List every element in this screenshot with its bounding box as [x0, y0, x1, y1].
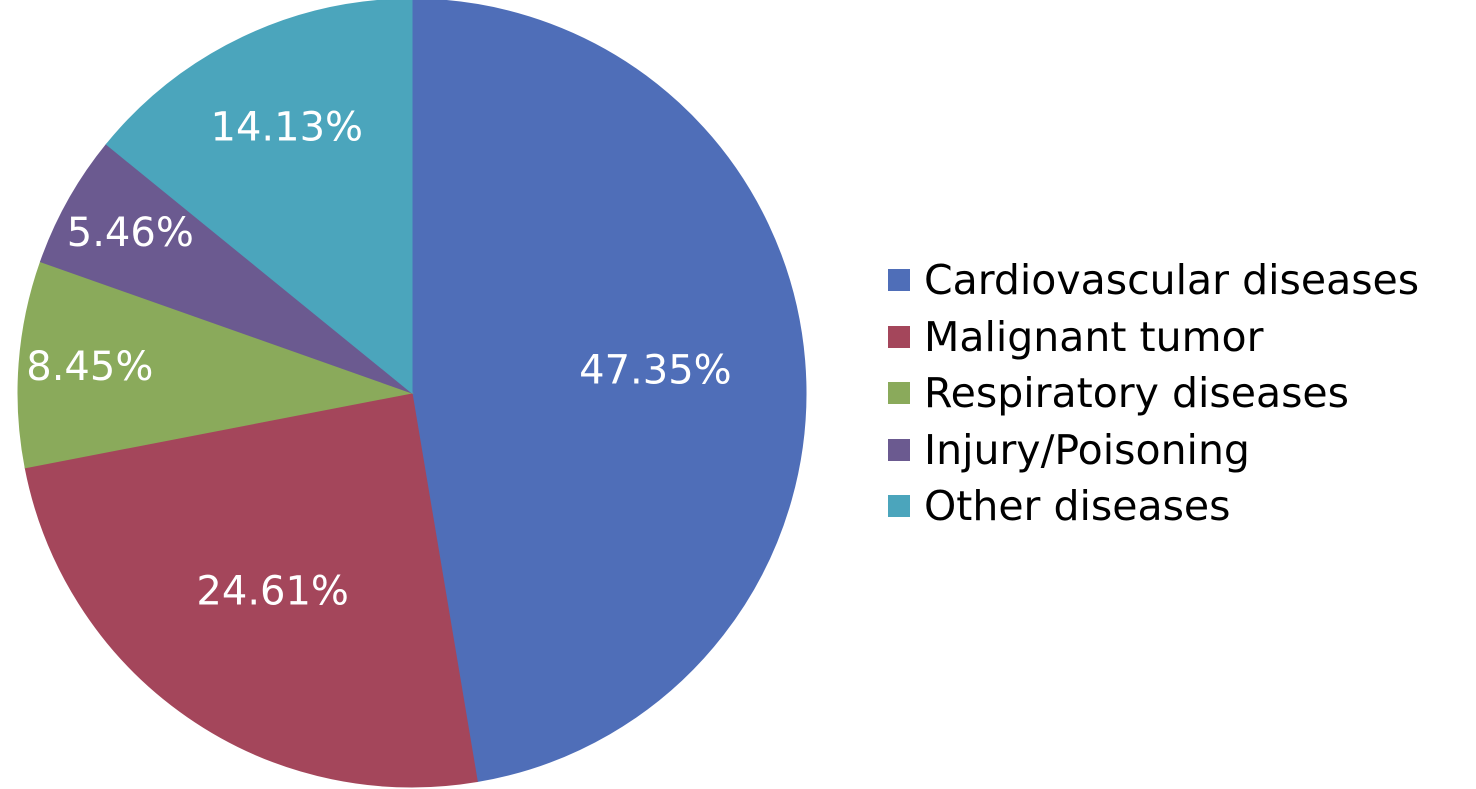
legend-swatch — [888, 495, 910, 518]
legend-item-respiratory-diseases: Respiratory diseases — [888, 365, 1468, 422]
pie-slices — [17, 0, 807, 788]
pie-slice-other-diseases — [105, 0, 413, 395]
legend-item-injury-poisoning: Injury/Poisoning — [888, 422, 1468, 479]
data-label-injury-poisoning: 5.46% — [67, 210, 194, 256]
pie-slice-injury-poisoning — [39, 143, 413, 394]
pie-data-labels: 47.35% 24.61% 8.45% 5.46% 14.13% — [26, 105, 731, 615]
data-label-other-diseases: 14.13% — [211, 105, 364, 151]
legend-label: Respiratory diseases — [924, 369, 1350, 418]
legend-swatch — [888, 325, 910, 348]
legend-label: Malignant tumor — [924, 312, 1264, 361]
legend-item-malignant-tumor: Malignant tumor — [888, 309, 1468, 366]
legend-item-cardiovascular-diseases: Cardiovascular diseases — [888, 252, 1468, 309]
data-label-respiratory-diseases: 8.45% — [26, 344, 153, 390]
legend-swatch — [888, 438, 910, 461]
legend-label: Injury/Poisoning — [924, 425, 1250, 474]
data-label-malignant-tumor: 24.61% — [196, 569, 349, 615]
legend-label: Other diseases — [924, 482, 1231, 531]
legend-item-other-diseases: Other diseases — [888, 478, 1468, 535]
pie-slice-cardiovascular-diseases — [411, 0, 807, 783]
data-label-cardiovascular-diseases: 47.35% — [579, 348, 732, 394]
legend-swatch — [888, 269, 910, 292]
legend-swatch — [888, 382, 910, 405]
pie-slice-respiratory-diseases — [17, 261, 414, 469]
legend-label: Cardiovascular diseases — [924, 256, 1420, 305]
pie-slice-malignant-tumor — [24, 392, 478, 788]
legend: Cardiovascular diseases Malignant tumor Re… — [888, 252, 1468, 535]
